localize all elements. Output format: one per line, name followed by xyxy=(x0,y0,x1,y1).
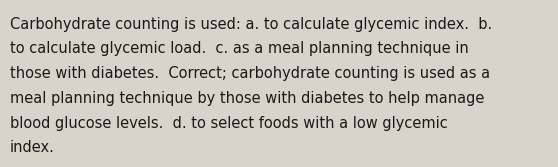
Text: Carbohydrate counting is used: a. to calculate glycemic index.  b.: Carbohydrate counting is used: a. to cal… xyxy=(10,17,492,32)
Text: to calculate glycemic load.  c. as a meal planning technique in: to calculate glycemic load. c. as a meal… xyxy=(10,41,469,56)
Text: blood glucose levels.  d. to select foods with a low glycemic: blood glucose levels. d. to select foods… xyxy=(10,116,448,131)
Text: meal planning technique by those with diabetes to help manage: meal planning technique by those with di… xyxy=(10,91,484,106)
Text: index.: index. xyxy=(10,140,55,155)
Text: those with diabetes.  Correct; carbohydrate counting is used as a: those with diabetes. Correct; carbohydra… xyxy=(10,66,490,81)
